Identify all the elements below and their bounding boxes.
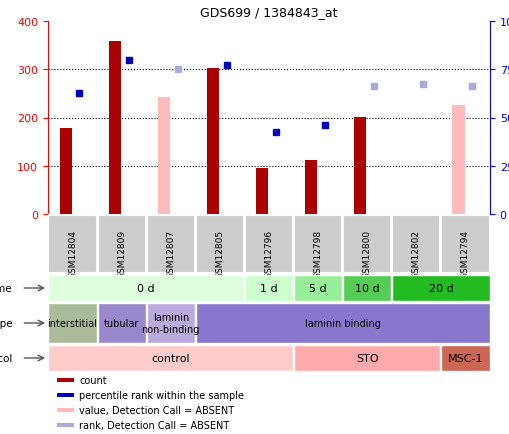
- Text: GSM12796: GSM12796: [264, 230, 273, 279]
- Text: GSM12809: GSM12809: [117, 230, 126, 279]
- Text: 0 d: 0 d: [137, 283, 155, 293]
- Text: laminin
non-binding: laminin non-binding: [142, 312, 200, 334]
- Bar: [48, 275, 243, 302]
- Bar: [256, 169, 268, 214]
- Bar: [207, 69, 219, 214]
- Text: count: count: [79, 375, 107, 385]
- Text: cell type: cell type: [0, 318, 13, 328]
- Bar: [57, 378, 74, 382]
- Text: 10 d: 10 d: [354, 283, 379, 293]
- Text: rank, Detection Call = ABSENT: rank, Detection Call = ABSENT: [79, 420, 229, 430]
- Text: control: control: [151, 353, 190, 363]
- Bar: [294, 345, 440, 372]
- Text: tubular: tubular: [104, 318, 139, 328]
- Bar: [451, 106, 464, 214]
- Bar: [294, 275, 342, 302]
- Text: 1 d: 1 d: [260, 283, 277, 293]
- Text: time: time: [0, 283, 13, 293]
- Text: GSM12807: GSM12807: [166, 230, 175, 279]
- Bar: [108, 42, 121, 214]
- Title: GDS699 / 1384843_at: GDS699 / 1384843_at: [200, 7, 337, 20]
- Bar: [354, 117, 366, 214]
- Text: interstitial: interstitial: [47, 318, 97, 328]
- Text: 20 d: 20 d: [428, 283, 453, 293]
- Bar: [294, 215, 342, 274]
- Bar: [391, 215, 440, 274]
- Bar: [48, 215, 96, 274]
- Text: percentile rank within the sample: percentile rank within the sample: [79, 390, 244, 400]
- Text: growth protocol: growth protocol: [0, 353, 13, 363]
- Bar: [147, 303, 194, 343]
- Bar: [57, 393, 74, 397]
- Bar: [147, 215, 194, 274]
- Bar: [391, 275, 489, 302]
- Bar: [157, 98, 169, 214]
- Bar: [97, 303, 146, 343]
- Bar: [440, 345, 489, 372]
- Bar: [60, 129, 72, 214]
- Text: GSM12802: GSM12802: [411, 230, 420, 278]
- Text: GSM12800: GSM12800: [362, 230, 371, 279]
- Bar: [304, 161, 317, 214]
- Bar: [57, 408, 74, 412]
- Bar: [343, 215, 390, 274]
- Bar: [97, 215, 146, 274]
- Bar: [343, 275, 390, 302]
- Bar: [48, 303, 96, 343]
- Text: STO: STO: [355, 353, 378, 363]
- Bar: [195, 303, 489, 343]
- Text: laminin binding: laminin binding: [304, 318, 380, 328]
- Text: MSC-1: MSC-1: [447, 353, 482, 363]
- Bar: [244, 275, 293, 302]
- Bar: [440, 215, 489, 274]
- Bar: [57, 423, 74, 427]
- Bar: [195, 215, 243, 274]
- Text: GSM12805: GSM12805: [215, 230, 224, 279]
- Text: GSM12804: GSM12804: [68, 230, 77, 278]
- Text: GSM12794: GSM12794: [460, 230, 469, 278]
- Text: GSM12798: GSM12798: [313, 230, 322, 279]
- Bar: [244, 215, 293, 274]
- Text: value, Detection Call = ABSENT: value, Detection Call = ABSENT: [79, 405, 234, 415]
- Bar: [48, 345, 293, 372]
- Text: 5 d: 5 d: [308, 283, 326, 293]
